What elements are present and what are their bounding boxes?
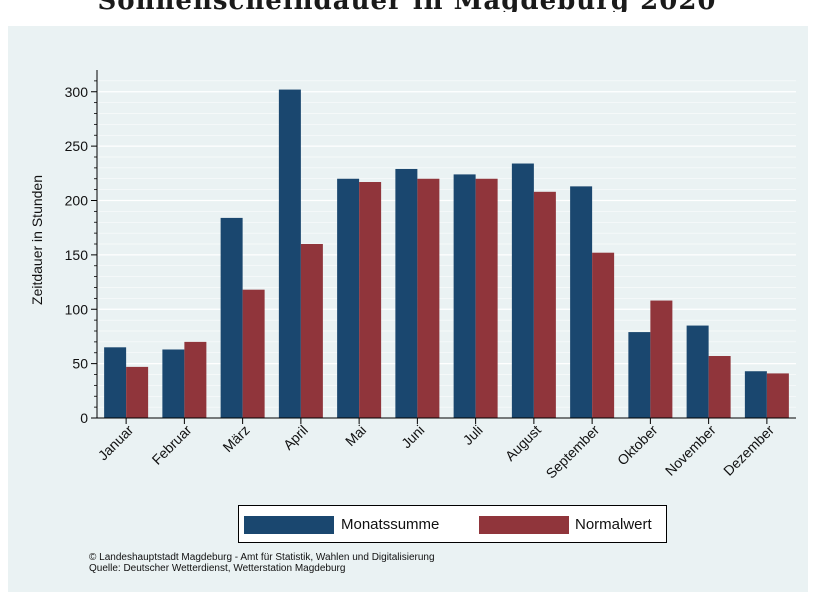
bar-monatssumme bbox=[395, 168, 418, 418]
legend-item-normalwert: Normalwert bbox=[479, 516, 652, 534]
x-tick-label: März bbox=[219, 422, 252, 455]
x-tick-label: Oktober bbox=[614, 422, 661, 469]
bar-monatssumme bbox=[570, 186, 593, 418]
bar-normalwert bbox=[475, 178, 498, 418]
x-tick-label: Juni bbox=[398, 422, 427, 451]
x-tick-label: September bbox=[543, 422, 603, 482]
y-tick-label: 0 bbox=[80, 410, 88, 426]
bar-monatssumme bbox=[686, 325, 709, 418]
x-tick-label: Dezember bbox=[720, 422, 777, 479]
chart-title: Sonnenscheindauer in Magdeburg 2020 bbox=[0, 0, 814, 12]
x-tick-label: Mai bbox=[342, 422, 369, 449]
y-tick-label: 50 bbox=[72, 356, 88, 372]
bar-normalwert bbox=[592, 252, 615, 418]
x-tick-label: Juli bbox=[460, 422, 486, 448]
bar-normalwert bbox=[184, 341, 207, 418]
x-tick-label: Februar bbox=[149, 422, 195, 468]
bar-normalwert bbox=[126, 366, 149, 418]
bar-normalwert bbox=[766, 373, 789, 418]
bar-monatssumme bbox=[744, 371, 767, 418]
bar-monatssumme bbox=[278, 89, 301, 418]
bar-monatssumme bbox=[628, 332, 651, 418]
x-tick-label: August bbox=[502, 422, 544, 464]
x-tick-label: April bbox=[280, 422, 311, 453]
x-tick-label: November bbox=[662, 422, 719, 479]
bar-normalwert bbox=[650, 300, 673, 418]
y-tick-label: 300 bbox=[65, 84, 89, 100]
y-axis-label: Zeitdauer in Stunden bbox=[29, 175, 45, 305]
bar-monatssumme bbox=[453, 174, 476, 418]
legend-swatch-monatssumme bbox=[244, 516, 334, 534]
bar-monatssumme bbox=[337, 178, 360, 418]
x-tick-label: Januar bbox=[95, 422, 137, 464]
bar-normalwert bbox=[359, 182, 382, 418]
y-tick-label: 200 bbox=[65, 193, 89, 209]
bar-normalwert bbox=[242, 289, 265, 418]
bar-normalwert bbox=[533, 191, 556, 418]
bar-monatssumme bbox=[511, 163, 534, 418]
y-tick-label: 150 bbox=[65, 247, 89, 263]
legend: Monatssumme Normalwert bbox=[238, 505, 667, 543]
legend-item-monatssumme: Monatssumme bbox=[244, 516, 439, 534]
footer-source: Quelle: Deutscher Wetterdienst, Wetterst… bbox=[89, 563, 346, 574]
legend-label-monatssumme: Monatssumme bbox=[341, 516, 440, 533]
bar-normalwert bbox=[417, 178, 440, 418]
y-tick-label: 100 bbox=[65, 301, 89, 317]
bar-monatssumme bbox=[104, 347, 127, 418]
y-tick-label: 250 bbox=[65, 138, 89, 154]
legend-label-normalwert: Normalwert bbox=[575, 516, 652, 533]
footer-copyright: © Landeshauptstadt Magdeburg - Amt für S… bbox=[89, 552, 435, 563]
bar-monatssumme bbox=[162, 349, 185, 418]
legend-swatch-normalwert bbox=[479, 516, 569, 534]
bar-normalwert bbox=[708, 356, 731, 418]
footer-notes: © Landeshauptstadt Magdeburg - Amt für S… bbox=[89, 552, 435, 574]
bar-monatssumme bbox=[220, 217, 243, 418]
bar-normalwert bbox=[300, 244, 323, 418]
